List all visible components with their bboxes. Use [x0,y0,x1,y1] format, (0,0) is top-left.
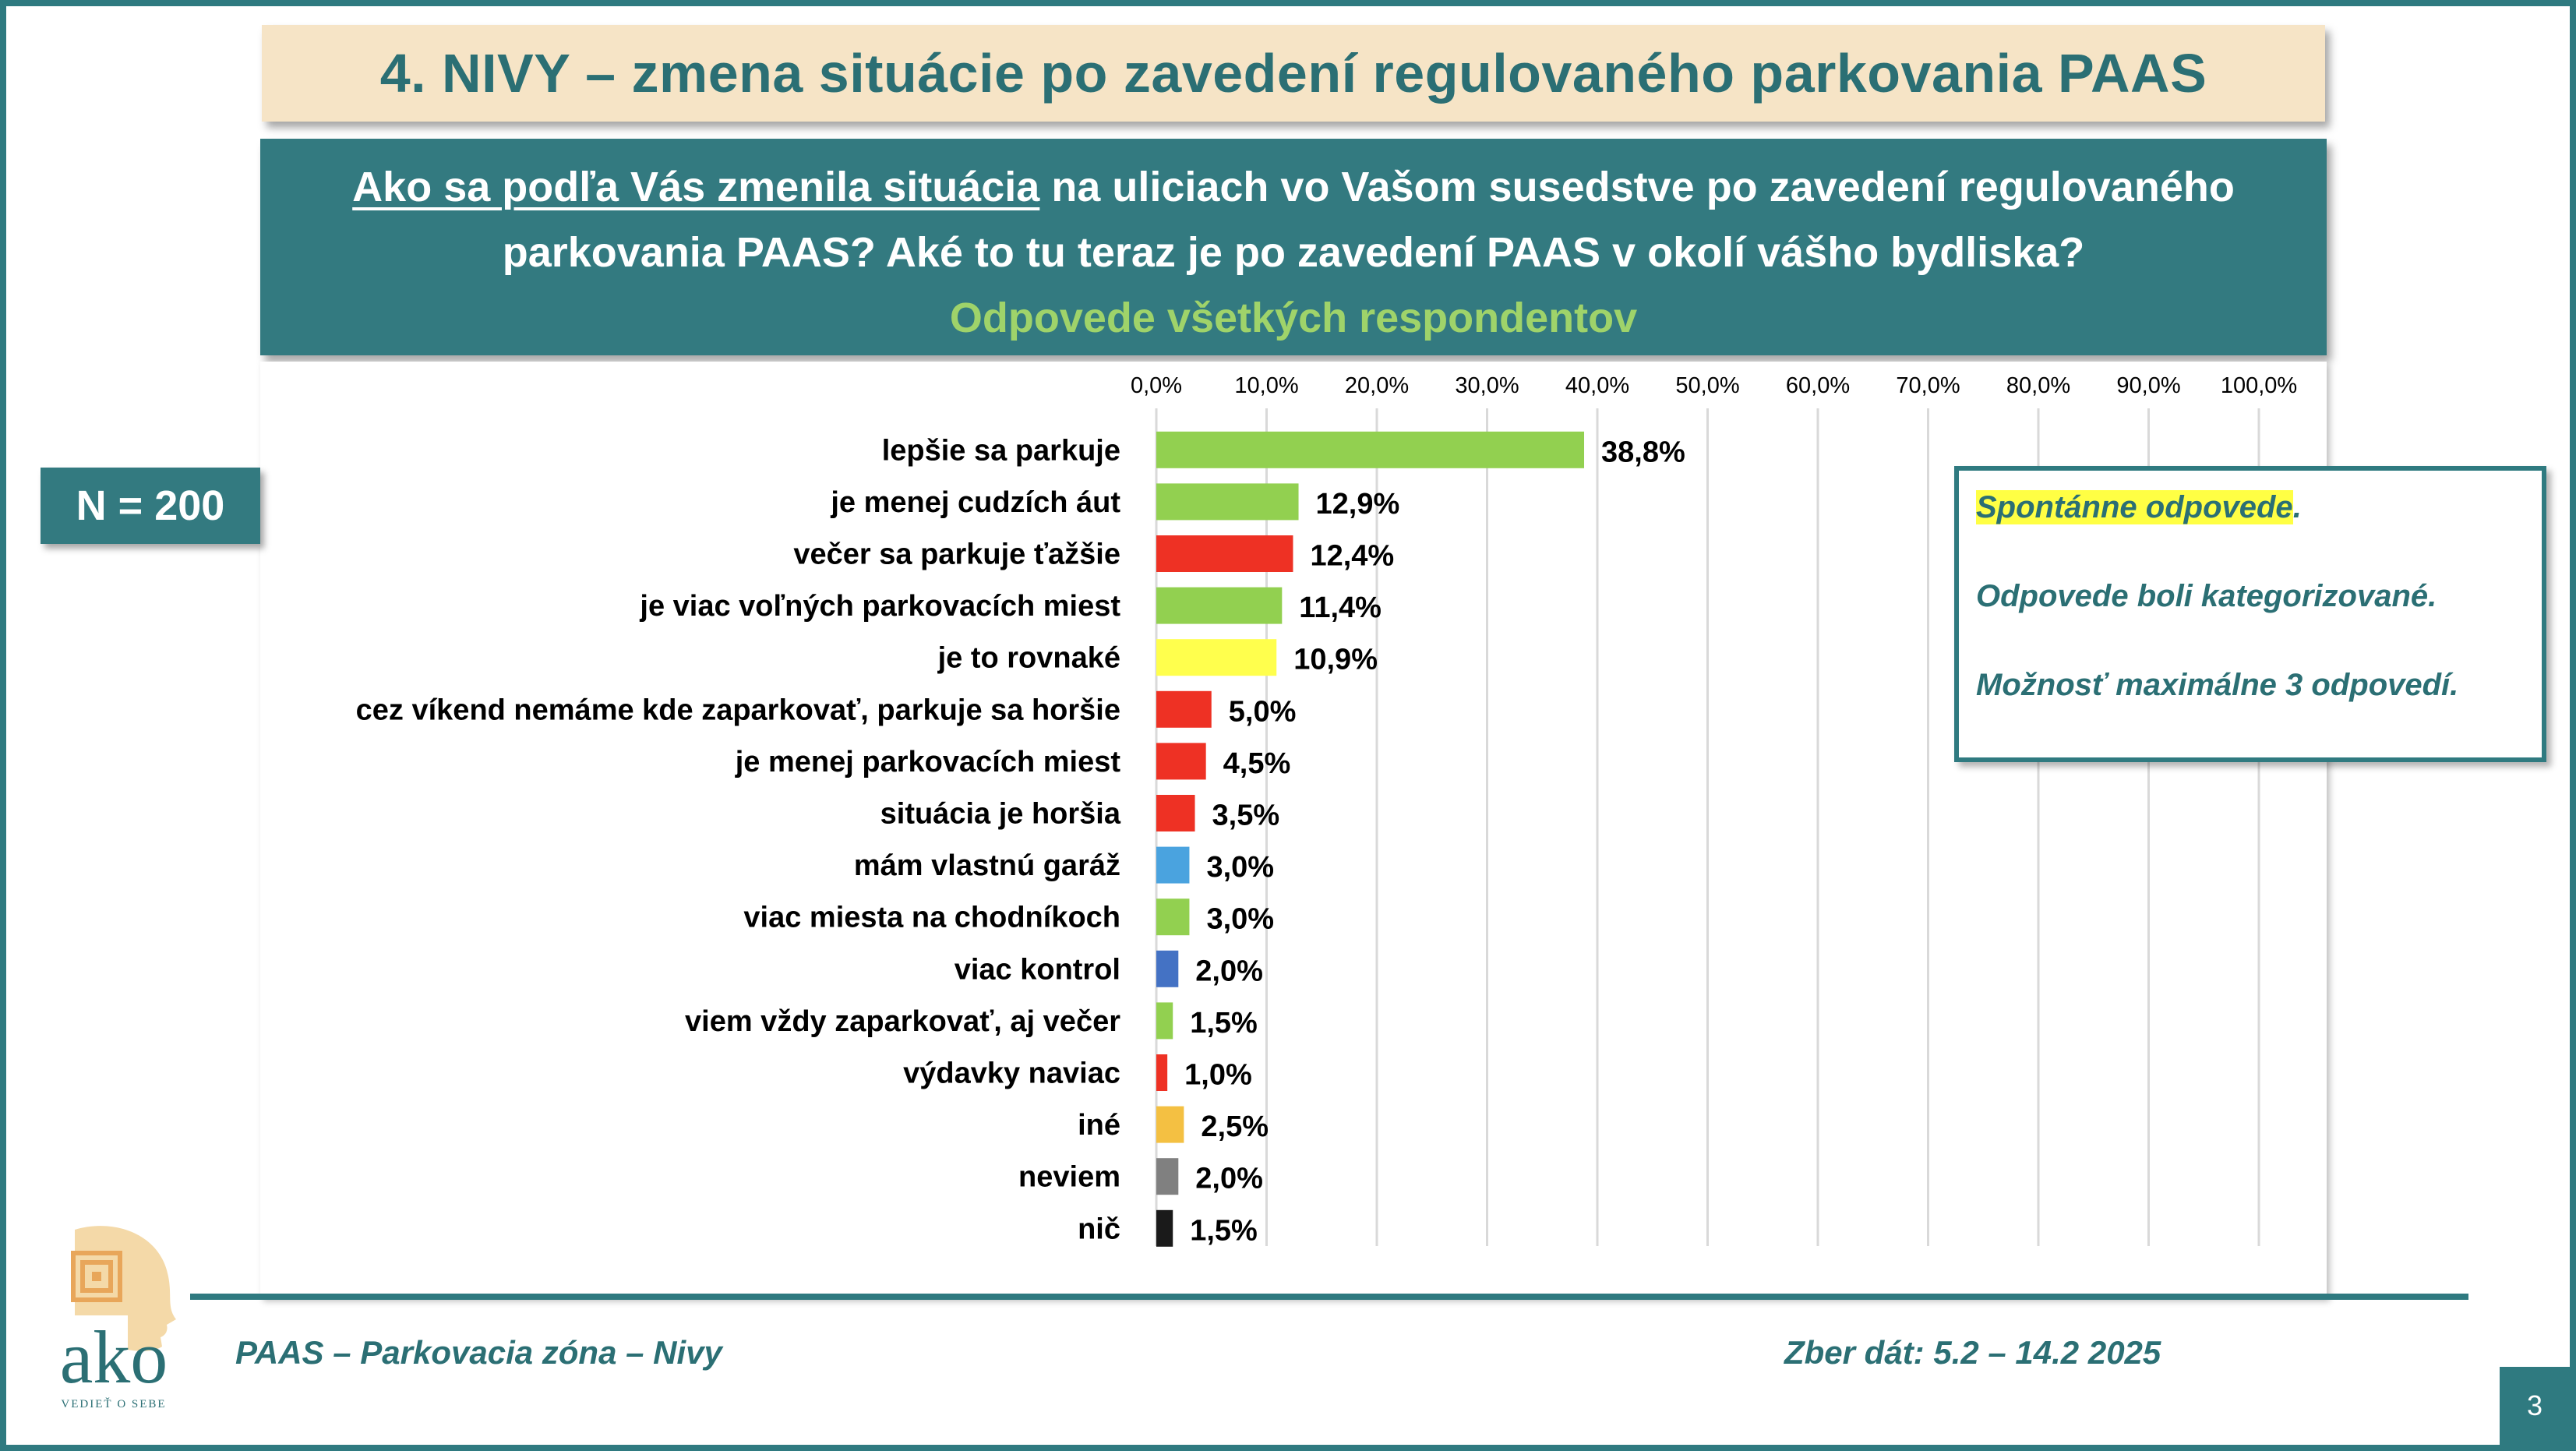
footer-date: Zber dát: 5.2 – 14.2 2025 [1784,1334,2161,1371]
category-label: je viac voľných parkovacích miest [639,590,1120,623]
value-label: 12,9% [1316,488,1400,521]
logo-wordmark: ako [59,1315,168,1399]
bar [1156,587,1283,624]
bar [1156,950,1179,987]
question-banner: Ako sa podľa Vás zmenila situácia na uli… [260,139,2327,355]
x-tick-label: 50,0% [1675,373,1739,398]
bar [1156,1054,1168,1091]
category-label: je to rovnaké [937,642,1120,675]
question-line-2: parkovania PAAS? Aké to tu teraz je po z… [502,229,2085,276]
x-tick-label: 40,0% [1565,373,1629,398]
bar [1156,846,1190,884]
category-label: viac miesta na chodníkoch [743,902,1120,934]
note-highlight: Spontánne odpovede [1976,490,2293,524]
question-underlined: Ako sa podľa Vás zmenila situácia [352,164,1040,210]
title-banner: 4. NIVY – zmena situácie po zavedení reg… [262,25,2325,122]
bar [1156,795,1195,831]
footer-project: PAAS – Parkovacia zóna – Nivy [235,1334,722,1371]
note-line-2: Odpovede boli kategorizované. [1976,579,2437,613]
head-profile-spiral-icon [71,1226,176,1351]
note-line-1-suffix: . [2292,490,2302,524]
category-label: situácia je horšia [880,798,1121,831]
question-subtitle: Odpovede všetkých respondentov [949,295,1638,341]
x-tick-label: 80,0% [2006,373,2070,398]
category-label: viem vždy zaparkovať, aj večer [685,1005,1120,1038]
logo-tagline: VEDIEŤ O SEBE [61,1398,167,1410]
x-tick-label: 20,0% [1345,373,1409,398]
question-line-1: Ako sa podľa Vás zmenila situácia na uli… [260,154,2327,220]
bar [1156,535,1293,572]
notes-box: Spontánne odpovede. Odpovede boli katego… [1954,466,2546,762]
x-tick-label: 70,0% [1896,373,1960,398]
x-tick-label: 60,0% [1786,373,1850,398]
category-label: lepšie sa parkuje [882,434,1120,467]
note-line-3: Možnosť maximálne 3 odpovedí. [1976,668,2459,702]
value-label: 5,0% [1229,695,1297,728]
bar [1156,1106,1184,1143]
x-tick-label: 90,0% [2116,373,2180,398]
category-label: je menej cudzích áut [830,486,1120,519]
category-label: mám vlastnú garáž [854,849,1120,882]
bar [1156,431,1585,468]
footer-rule [190,1294,2468,1300]
category-label: cez víkend nemáme kde zaparkovať, parkuj… [356,694,1120,726]
slide-title: 4. NIVY – zmena situácie po zavedení reg… [379,43,2207,104]
value-label: 2,0% [1195,1163,1263,1195]
value-label: 2,0% [1195,955,1263,987]
value-label: 3,0% [1206,851,1274,884]
bar [1156,483,1299,521]
bar-chart: 0,0% 10,0% 20,0% 30,0% 40,0% 50,0% 60,0% 70,0% 8… [356,373,2298,1247]
question-line-1-rest: na uliciach vo Vašom susedstve po zavede… [1039,164,2235,210]
category-label: nič [1078,1213,1120,1245]
bar [1156,1209,1173,1247]
category-label: výdavky naviac [903,1057,1120,1090]
category-label: viac kontrol [955,953,1120,986]
x-tick-label: 10,0% [1234,373,1298,398]
value-label: 1,0% [1184,1059,1252,1092]
category-label: neviem [1018,1161,1120,1194]
value-label: 38,8% [1601,436,1685,468]
x-tick-label: 30,0% [1455,373,1519,398]
page-number: 3 [2526,1389,2543,1421]
bar [1156,1158,1179,1195]
value-label: 10,9% [1293,644,1378,676]
value-label: 1,5% [1190,1007,1258,1040]
x-tick-label: 100,0% [2221,373,2297,398]
value-label: 12,4% [1310,540,1394,573]
note-line-1: Spontánne odpovede. [1976,485,2525,530]
category-label: je menej parkovacích miest [735,746,1121,778]
bar [1156,690,1212,728]
value-label: 3,0% [1206,903,1274,936]
bar [1156,898,1190,936]
sample-size-label: N = 200 [76,482,225,529]
category-label: iné [1078,1109,1120,1142]
bar [1156,639,1277,676]
value-label: 1,5% [1190,1214,1258,1247]
x-tick-label: 0,0% [1131,373,1182,398]
bar [1156,743,1206,780]
value-label: 4,5% [1223,747,1291,780]
value-label: 11,4% [1299,591,1382,624]
value-label: 3,5% [1212,800,1280,832]
sample-size-badge: N = 200 [41,468,260,544]
value-label: 2,5% [1201,1110,1269,1143]
page-number-badge: 3 [2500,1367,2570,1445]
bar [1156,1002,1173,1040]
category-label: večer sa parkuje ťažšie [793,538,1120,571]
